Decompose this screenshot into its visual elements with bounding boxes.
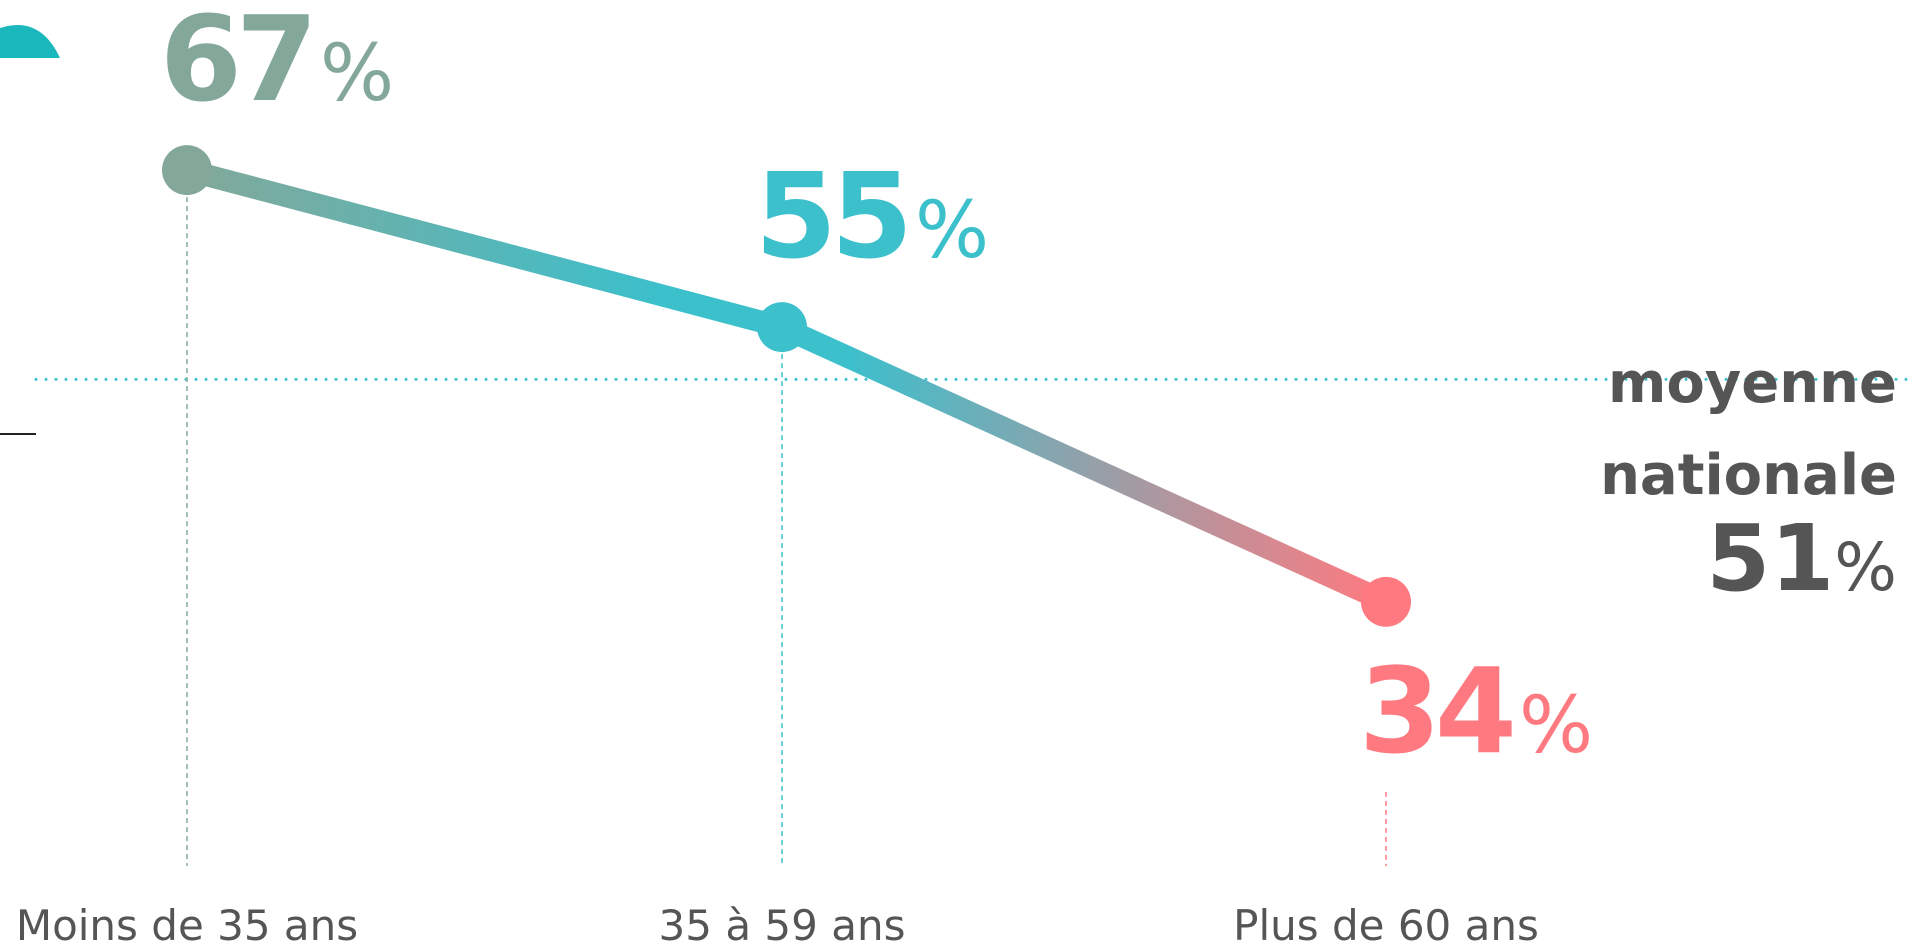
reference-label: moyenne nationale bbox=[1600, 351, 1897, 508]
value-unit: % bbox=[1519, 681, 1593, 771]
reference-value-label: 51% bbox=[1706, 505, 1897, 612]
value-label: 34% bbox=[1359, 642, 1593, 780]
reference-label-line: nationale bbox=[1600, 443, 1897, 508]
value-unit: % bbox=[320, 29, 394, 119]
data-point bbox=[757, 302, 807, 353]
data-point bbox=[1361, 576, 1411, 627]
value-label: 67% bbox=[160, 0, 394, 128]
value-unit: % bbox=[915, 186, 989, 276]
reference-label-line: moyenne bbox=[1608, 351, 1897, 416]
data-point bbox=[162, 145, 212, 196]
value-number: 55 bbox=[755, 147, 907, 285]
value-number: 67 bbox=[160, 0, 312, 128]
reference-value: 51 bbox=[1706, 505, 1834, 612]
value-label: 55% bbox=[755, 147, 989, 285]
x-tick-label: 35 à 59 ans bbox=[659, 901, 906, 950]
x-tick-label: Moins de 35 ans bbox=[16, 901, 358, 950]
reference-unit: % bbox=[1834, 529, 1897, 606]
x-tick-label: Plus de 60 ans bbox=[1233, 901, 1539, 950]
value-number: 34 bbox=[1359, 642, 1512, 780]
decoration bbox=[0, 24, 60, 58]
